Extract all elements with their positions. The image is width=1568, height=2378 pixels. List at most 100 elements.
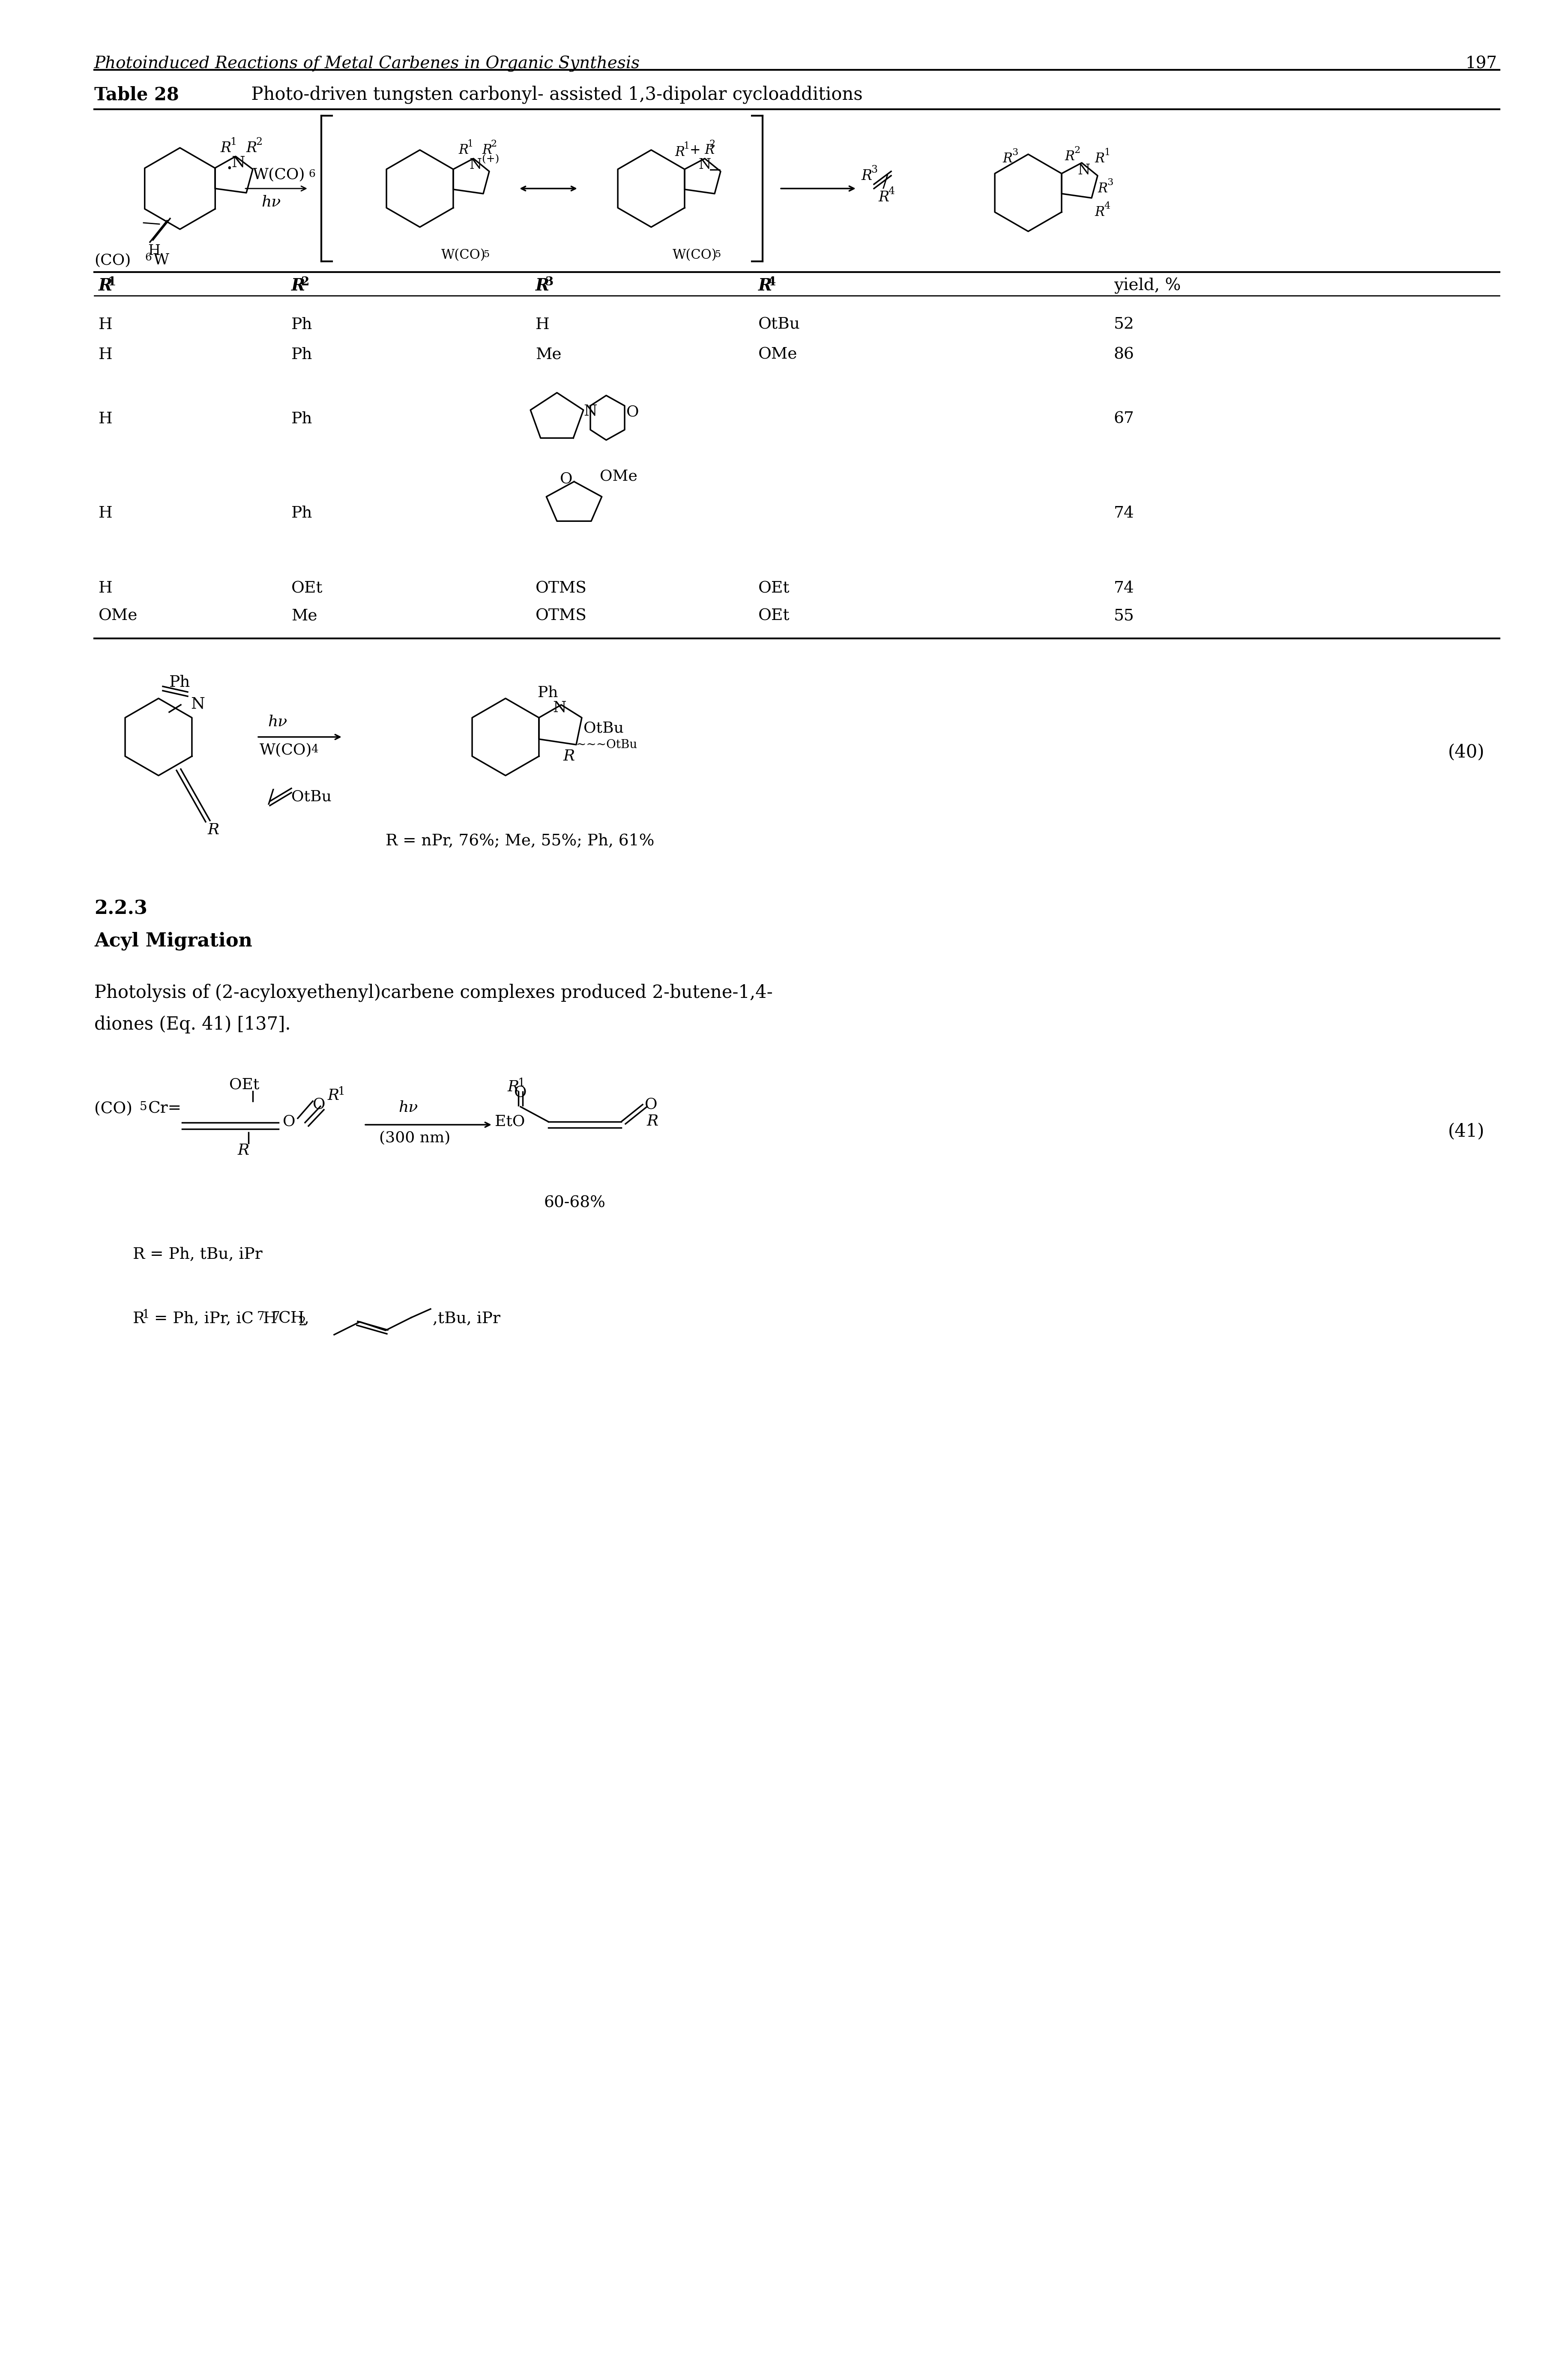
Text: R: R: [1002, 152, 1013, 166]
Text: R: R: [508, 1080, 519, 1094]
Text: Ph: Ph: [169, 675, 190, 690]
Text: 2: 2: [298, 1317, 306, 1327]
Text: R: R: [238, 1144, 249, 1158]
Text: 1: 1: [339, 1087, 345, 1096]
Text: H: H: [99, 347, 113, 361]
Text: 4: 4: [768, 276, 776, 288]
Text: H: H: [99, 316, 113, 333]
Text: 2: 2: [491, 140, 497, 150]
Text: O: O: [560, 471, 572, 485]
Text: 2: 2: [1074, 145, 1080, 155]
Text: 7: 7: [257, 1310, 265, 1322]
Text: R: R: [209, 823, 220, 837]
Text: R: R: [1094, 205, 1104, 219]
Text: R: R: [878, 190, 889, 205]
Text: N: N: [1077, 164, 1090, 178]
Text: OtBu: OtBu: [583, 721, 624, 735]
Text: (CO): (CO): [94, 1101, 132, 1118]
Text: O: O: [626, 404, 640, 419]
Text: R: R: [246, 140, 257, 155]
Text: 2: 2: [301, 276, 309, 288]
Text: R: R: [481, 143, 492, 157]
Text: W(CO): W(CO): [673, 250, 717, 262]
Text: Photoinduced Reactions of Metal Carbenes in Organic Synthesis: Photoinduced Reactions of Metal Carbenes…: [94, 55, 640, 71]
Text: R: R: [759, 278, 771, 295]
Text: 1: 1: [230, 138, 237, 147]
Text: H: H: [263, 1310, 278, 1327]
Text: 1: 1: [467, 140, 474, 150]
Text: OEt: OEt: [759, 609, 790, 623]
Text: R = nPr, 76%; Me, 55%; Ph, 61%: R = nPr, 76%; Me, 55%; Ph, 61%: [386, 832, 654, 849]
Text: 5: 5: [140, 1101, 147, 1113]
Text: 5: 5: [715, 250, 721, 259]
Text: 2.2.3: 2.2.3: [94, 899, 147, 918]
Text: EtO: EtO: [495, 1113, 525, 1130]
Text: H: H: [99, 580, 113, 597]
Text: Ph: Ph: [538, 685, 558, 699]
Text: OtBu: OtBu: [759, 316, 800, 333]
Text: 4: 4: [1104, 202, 1110, 212]
Text: Photolysis of (2-acyloxyethenyl)carbene complexes produced 2-butene-1,4-: Photolysis of (2-acyloxyethenyl)carbene …: [94, 984, 773, 1001]
Text: 2: 2: [709, 140, 715, 150]
Text: Me: Me: [536, 347, 561, 361]
Text: 55: 55: [1113, 609, 1134, 623]
Text: 197: 197: [1465, 55, 1497, 71]
Text: Photo-driven tungsten carbonyl- assisted 1,3-dipolar cycloadditions: Photo-driven tungsten carbonyl- assisted…: [240, 86, 862, 105]
Text: 6: 6: [144, 252, 152, 262]
Text: OEt: OEt: [229, 1077, 259, 1092]
Text: R: R: [674, 145, 685, 159]
Text: 74: 74: [1113, 580, 1134, 597]
Text: Ph: Ph: [292, 411, 312, 426]
Text: 4: 4: [310, 744, 318, 754]
Text: 74: 74: [1113, 507, 1134, 521]
Text: N: N: [583, 404, 597, 419]
Text: W(CO): W(CO): [260, 742, 312, 756]
Text: R: R: [648, 1113, 659, 1130]
Text: ·: ·: [226, 159, 232, 181]
Text: yield, %: yield, %: [1113, 278, 1181, 295]
Text: OMe: OMe: [759, 347, 798, 361]
Text: H: H: [99, 411, 113, 426]
Text: = Ph, iPr, iC: = Ph, iPr, iC: [149, 1310, 254, 1327]
Text: 86: 86: [1113, 347, 1134, 361]
Text: 67: 67: [1113, 411, 1134, 426]
Text: /: /: [883, 176, 887, 190]
Text: 3: 3: [1011, 147, 1018, 157]
Text: OTMS: OTMS: [536, 580, 586, 597]
Text: N: N: [552, 702, 566, 716]
Text: N: N: [469, 157, 481, 171]
Text: 1: 1: [684, 140, 690, 150]
Text: R: R: [536, 278, 549, 295]
Text: (41): (41): [1447, 1122, 1485, 1141]
Text: 4: 4: [887, 185, 895, 197]
Text: W(CO): W(CO): [252, 166, 306, 181]
Text: R: R: [1094, 152, 1104, 166]
Text: R: R: [133, 1310, 144, 1327]
Text: hν: hν: [268, 716, 287, 730]
Text: (300 nm): (300 nm): [379, 1130, 450, 1144]
Text: R: R: [221, 140, 232, 155]
Text: OEt: OEt: [292, 580, 323, 597]
Text: O: O: [514, 1084, 527, 1101]
Text: 2: 2: [256, 138, 262, 147]
Text: 7: 7: [273, 1310, 281, 1322]
Text: 3: 3: [870, 164, 878, 176]
Text: R: R: [1065, 150, 1074, 164]
Text: R: R: [99, 278, 113, 295]
Text: 1: 1: [517, 1077, 525, 1089]
Text: Me: Me: [292, 609, 317, 623]
Text: CH: CH: [279, 1310, 304, 1327]
Text: 60-68%: 60-68%: [544, 1196, 605, 1210]
Text: OMe: OMe: [601, 468, 638, 483]
Text: /: /: [268, 789, 274, 806]
Text: ,tBu, iPr: ,tBu, iPr: [433, 1310, 500, 1327]
Text: R: R: [861, 169, 872, 183]
Text: 1: 1: [143, 1308, 151, 1320]
Text: Cr=: Cr=: [149, 1101, 182, 1118]
Text: Ph: Ph: [292, 347, 312, 361]
Text: 3: 3: [546, 276, 554, 288]
Text: (+): (+): [481, 155, 499, 164]
Text: R: R: [328, 1089, 339, 1103]
Text: W(CO): W(CO): [441, 250, 486, 262]
Text: OtBu: OtBu: [292, 789, 331, 804]
